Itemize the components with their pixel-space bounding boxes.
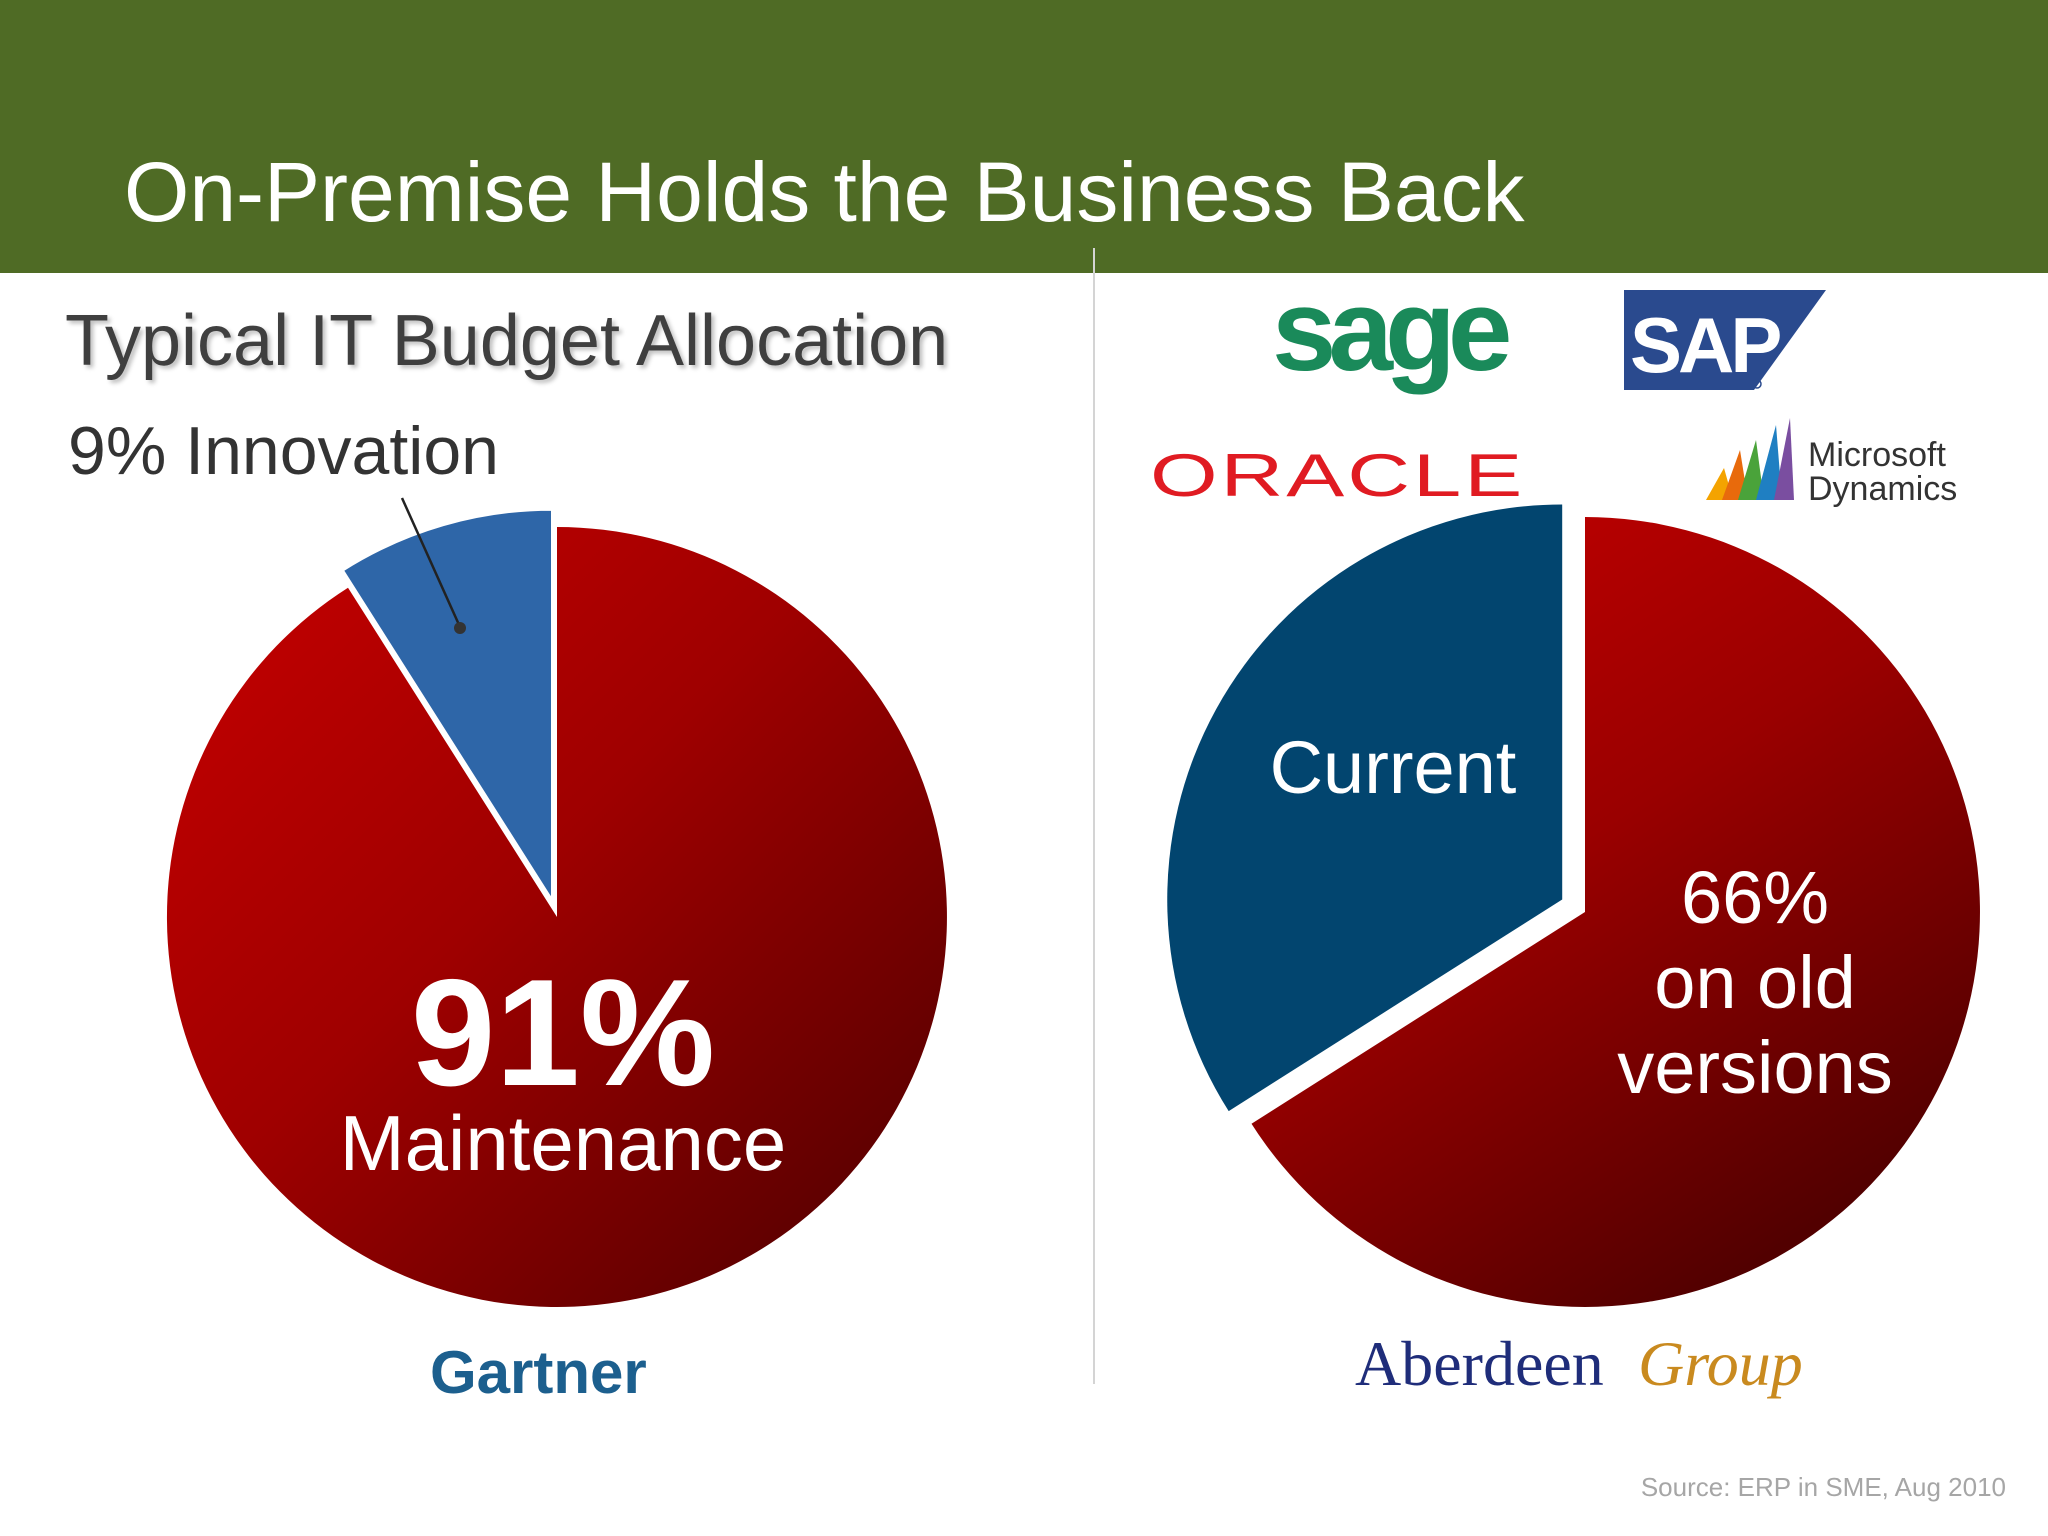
pie-chart-budget — [166, 508, 947, 1308]
microsoft-logo-text: Microsoft — [1808, 436, 1946, 474]
sap-logo: SAP — [1624, 290, 1826, 390]
maintenance-label: Maintenance — [340, 1099, 787, 1187]
aberdeen-group-logo: Aberdeen Group — [1355, 1328, 1803, 1399]
sap-logo-text: SAP — [1630, 301, 1780, 389]
aberdeen-logo-text: Aberdeen — [1355, 1328, 1604, 1399]
page-title: On-Premise Holds the Business Back — [124, 145, 1525, 239]
dynamics-logo-text: Dynamics — [1808, 470, 1957, 508]
pie-slice-old-versions — [1251, 517, 1980, 1307]
oracle-logo: ORACLE — [1150, 441, 1525, 508]
old-versions-label-line2: versions — [1617, 1026, 1893, 1109]
innovation-leader-line — [400, 497, 462, 628]
maintenance-value-label: 91% — [411, 948, 715, 1118]
innovation-label: 9% Innovation — [68, 413, 499, 489]
old-versions-label-line1: on old — [1654, 941, 1856, 1024]
chart-title-budget: Typical IT Budget Allocation — [65, 301, 949, 381]
innovation-leader-dot — [454, 622, 466, 634]
pie-slice-innovation — [341, 508, 554, 904]
microsoft-dynamics-logo: Microsoft Dynamics — [1706, 418, 1957, 508]
pie-chart-versions — [1167, 504, 1980, 1307]
old-versions-value-label: 66% — [1681, 856, 1829, 939]
pie-slice-maintenance — [166, 527, 947, 1308]
sage-logo: sage — [1272, 265, 1509, 395]
gartner-logo: Gartner — [430, 1339, 647, 1406]
center-divider — [1093, 248, 1095, 1384]
header-bar — [0, 0, 2048, 273]
source-note: Source: ERP in SME, Aug 2010 — [1640, 1472, 2006, 1502]
current-label: Current — [1270, 726, 1517, 809]
pie-slice-current — [1167, 504, 1563, 1112]
group-logo-text: Group — [1638, 1328, 1803, 1399]
